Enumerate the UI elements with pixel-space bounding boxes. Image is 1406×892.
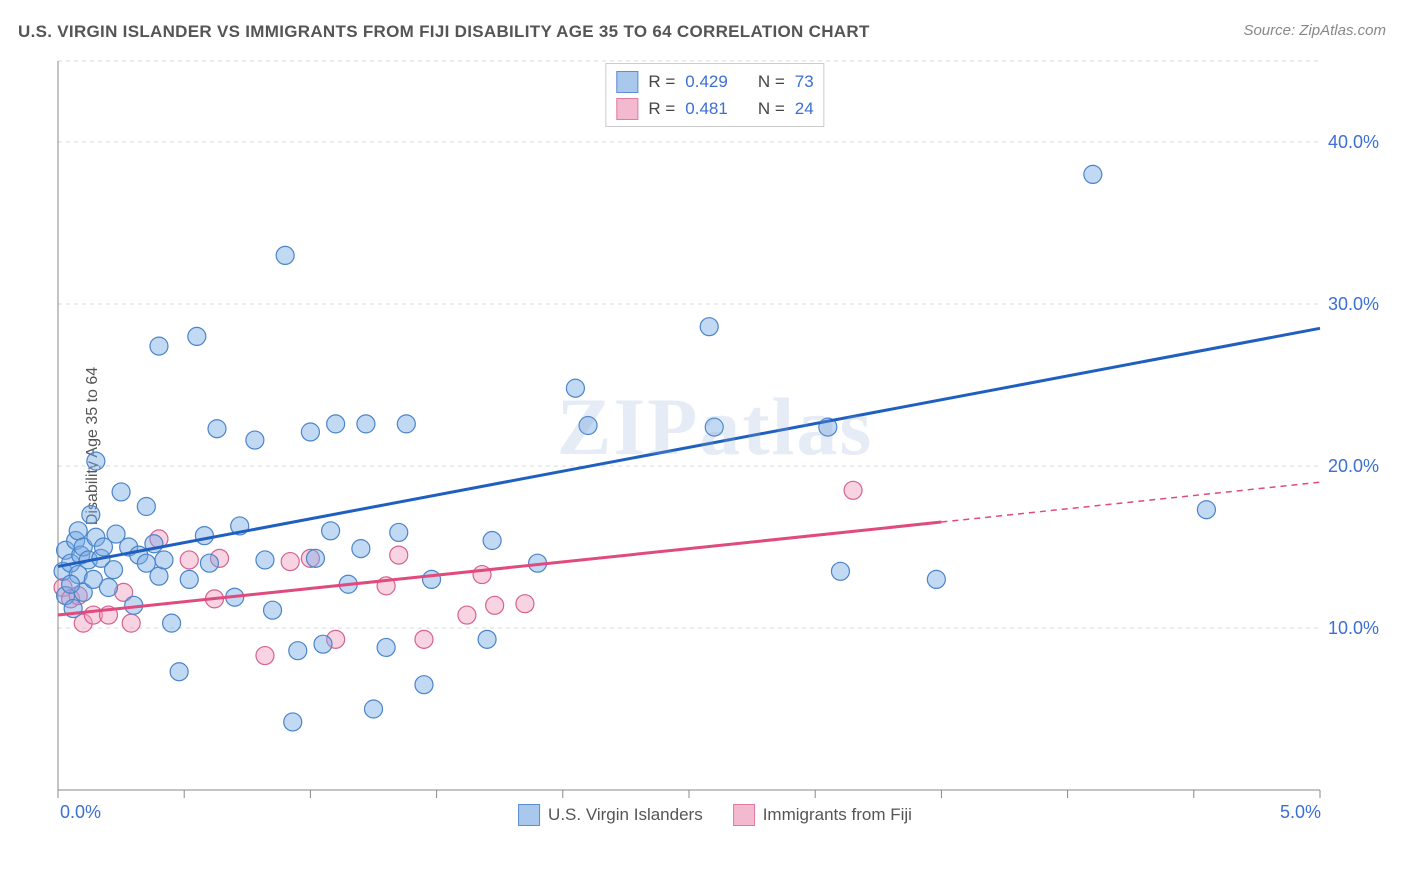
r-value-pink: 0.481 [685,95,728,122]
n-label: N = [758,68,785,95]
r-value-blue: 0.429 [685,68,728,95]
legend-label-pink: Immigrants from Fiji [763,805,912,825]
chart-title: U.S. VIRGIN ISLANDER VS IMMIGRANTS FROM … [18,22,870,42]
swatch-blue [616,71,638,93]
svg-text:5.0%: 5.0% [1280,802,1321,822]
swatch-blue [518,804,540,826]
series-legend: U.S. Virgin Islanders Immigrants from Fi… [518,804,912,826]
scatter-chart-svg: 10.0% 20.0% 30.0% 40.0% 0.0% 5.0% [50,55,1380,830]
r-label: R = [648,95,675,122]
correlation-legend: R = 0.429 N = 73 R = 0.481 N = 24 [605,63,824,127]
svg-text:20.0%: 20.0% [1328,456,1379,476]
plot-area: 10.0%20.0%30.0%40.0%0.0%5.0% ZIPatlas R … [50,55,1380,830]
n-label: N = [758,95,785,122]
swatch-pink [733,804,755,826]
r-label: R = [648,68,675,95]
legend-label-blue: U.S. Virgin Islanders [548,805,703,825]
svg-text:40.0%: 40.0% [1328,132,1379,152]
legend-row-blue: R = 0.429 N = 73 [616,68,813,95]
svg-text:0.0%: 0.0% [60,802,101,822]
svg-text:10.0%: 10.0% [1328,618,1379,638]
svg-text:30.0%: 30.0% [1328,294,1379,314]
source-attribution: Source: ZipAtlas.com [1243,22,1386,39]
legend-item-blue: U.S. Virgin Islanders [518,804,703,826]
n-value-blue: 73 [795,68,814,95]
swatch-pink [616,98,638,120]
legend-row-pink: R = 0.481 N = 24 [616,95,813,122]
legend-item-pink: Immigrants from Fiji [733,804,912,826]
n-value-pink: 24 [795,95,814,122]
